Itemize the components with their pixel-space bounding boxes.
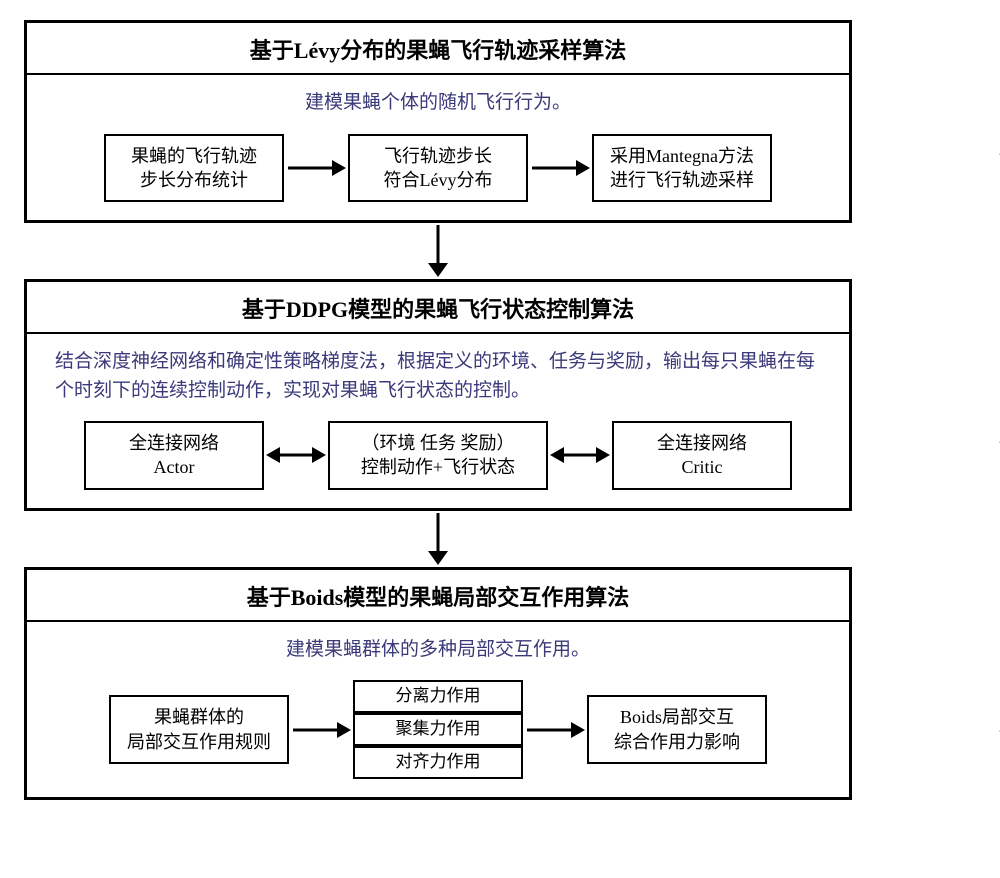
stage-s1: 基于Lévy分布的果蝇飞行轨迹采样算法 建模果蝇个体的随机飞行行为。 果蝇的飞行… bbox=[24, 20, 990, 223]
box-line: 全连接网络 bbox=[96, 431, 252, 455]
stage-s2: 基于DDPG模型的果蝇飞行状态控制算法 结合深度神经网络和确定性策略梯度法，根据… bbox=[24, 279, 990, 511]
box-line: （环境 任务 奖励） bbox=[340, 431, 536, 455]
arrow-down-icon bbox=[24, 511, 852, 567]
box-line: 控制动作+飞行状态 bbox=[340, 455, 536, 479]
brace-icon bbox=[996, 726, 1000, 806]
box-row: 果蝇的飞行轨迹 步长分布统计 飞行轨迹步长 符合Lévy分布 采用Mantegn… bbox=[27, 128, 849, 221]
brace-icon bbox=[996, 149, 1000, 229]
process-box: 飞行轨迹步长 符合Lévy分布 bbox=[348, 134, 528, 203]
box-row: 果蝇群体的 局部交互作用规则 分离力作用 聚集力作用 对齐力作用 Boids局部… bbox=[27, 674, 849, 797]
process-box: Boids局部交互 综合作用力影响 bbox=[587, 695, 767, 764]
stage-box: 基于Lévy分布的果蝇飞行轨迹采样算法 建模果蝇个体的随机飞行行为。 果蝇的飞行… bbox=[24, 20, 852, 223]
box-line: Critic bbox=[624, 455, 780, 479]
arrow-down-icon bbox=[24, 223, 852, 279]
box-line: Actor bbox=[96, 455, 252, 479]
box-line: 果蝇群体的 bbox=[121, 705, 277, 729]
stage-desc: 建模果蝇群体的多种局部交互作用。 bbox=[27, 622, 849, 675]
box-line: Boids局部交互 bbox=[599, 705, 755, 729]
arrow-right-icon bbox=[284, 156, 348, 180]
process-box: 采用Mantegna方法 进行飞行轨迹采样 bbox=[592, 134, 772, 203]
stage-title: 基于DDPG模型的果蝇飞行状态控制算法 bbox=[27, 282, 849, 334]
brace-icon bbox=[996, 437, 1000, 517]
arrow-right-icon bbox=[523, 718, 587, 742]
process-box: （环境 任务 奖励） 控制动作+飞行状态 bbox=[328, 421, 548, 490]
stage-desc: 建模果蝇个体的随机飞行行为。 bbox=[27, 75, 849, 128]
process-box: 对齐力作用 bbox=[353, 746, 523, 779]
arrow-right-icon bbox=[528, 156, 592, 180]
stage-s3: 基于Boids模型的果蝇局部交互作用算法 建模果蝇群体的多种局部交互作用。 果蝇… bbox=[24, 567, 990, 800]
process-box: 分离力作用 bbox=[353, 680, 523, 713]
box-line: 采用Mantegna方法 bbox=[604, 144, 760, 168]
box-line: 果蝇的飞行轨迹 bbox=[116, 144, 272, 168]
box-line: 综合作用力影响 bbox=[599, 730, 755, 754]
stage-box: 基于Boids模型的果蝇局部交互作用算法 建模果蝇群体的多种局部交互作用。 果蝇… bbox=[24, 567, 852, 800]
stage-title: 基于Boids模型的果蝇局部交互作用算法 bbox=[27, 570, 849, 622]
box-line: 局部交互作用规则 bbox=[121, 730, 277, 754]
box-line: 步长分布统计 bbox=[116, 168, 272, 192]
process-box: 果蝇的飞行轨迹 步长分布统计 bbox=[104, 134, 284, 203]
process-box: 全连接网络 Actor bbox=[84, 421, 264, 490]
box-line: 符合Lévy分布 bbox=[360, 168, 516, 192]
side-label: S2 bbox=[996, 437, 1000, 517]
arrow-bidir-icon bbox=[264, 443, 328, 467]
stage-title: 基于Lévy分布的果蝇飞行轨迹采样算法 bbox=[27, 23, 849, 75]
side-label: S3 bbox=[996, 726, 1000, 806]
arrow-right-icon bbox=[289, 718, 353, 742]
process-box: 果蝇群体的 局部交互作用规则 bbox=[109, 695, 289, 764]
box-line: 全连接网络 bbox=[624, 431, 780, 455]
process-box: 全连接网络 Critic bbox=[612, 421, 792, 490]
box-row: 全连接网络 Actor （环境 任务 奖励） 控制动作+飞行状态 全连接网络 C… bbox=[27, 415, 849, 508]
process-box: 聚集力作用 bbox=[353, 713, 523, 746]
box-line: 飞行轨迹步长 bbox=[360, 144, 516, 168]
box-line: 进行飞行轨迹采样 bbox=[604, 168, 760, 192]
side-label: S1 bbox=[996, 149, 1000, 229]
stage-desc: 结合深度神经网络和确定性策略梯度法，根据定义的环境、任务与奖励，输出每只果蝇在每… bbox=[27, 334, 849, 415]
stack-box: 分离力作用 聚集力作用 对齐力作用 bbox=[353, 680, 523, 779]
stage-box: 基于DDPG模型的果蝇飞行状态控制算法 结合深度神经网络和确定性策略梯度法，根据… bbox=[24, 279, 852, 511]
arrow-bidir-icon bbox=[548, 443, 612, 467]
